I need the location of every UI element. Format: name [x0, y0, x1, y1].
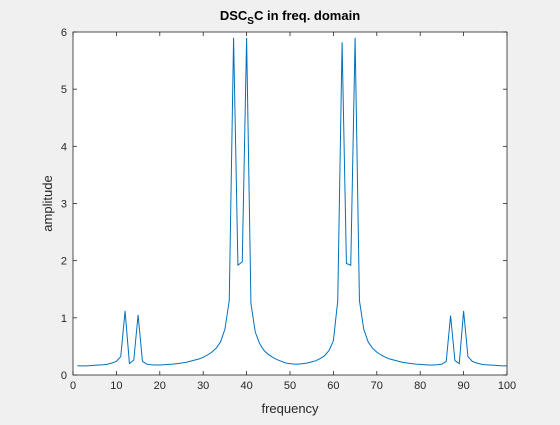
chart-title-rest: C in freq. domain: [254, 8, 360, 23]
x-tick-label: 30: [197, 380, 209, 392]
y-tick-label: 1: [61, 313, 67, 325]
x-tick-label: 60: [327, 380, 339, 392]
plot-background: [73, 32, 507, 375]
x-tick-label: 0: [70, 380, 76, 392]
x-tick-label: 10: [110, 380, 122, 392]
x-tick-label: 70: [371, 380, 383, 392]
y-tick-label: 6: [61, 27, 67, 39]
chart-title-main: DSC: [220, 8, 248, 23]
x-tick-label: 50: [284, 380, 296, 392]
y-tick-label: 0: [61, 370, 67, 382]
y-tick-label: 5: [61, 84, 67, 96]
y-axis-label: amplitude: [40, 175, 55, 231]
x-tick-label: 100: [498, 380, 516, 392]
y-tick-label: 3: [61, 199, 67, 211]
x-tick-label: 20: [154, 380, 166, 392]
x-tick-label: 90: [457, 380, 469, 392]
chart-title: DSCSC in freq. domain: [220, 8, 360, 27]
x-tick-label: 40: [240, 380, 252, 392]
x-axis-label: frequency: [261, 401, 319, 416]
y-tick-label: 4: [61, 141, 67, 153]
x-tick-label: 80: [414, 380, 426, 392]
y-tick-label: 2: [61, 256, 67, 268]
